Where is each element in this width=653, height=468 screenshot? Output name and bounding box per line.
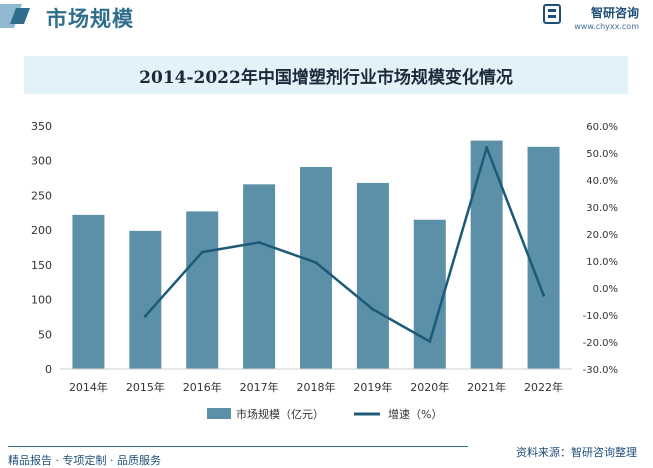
growth-point	[143, 314, 147, 318]
brand-name: 智研咨询	[590, 6, 639, 20]
footer-slogan: 精品报告 · 专项定制 · 品质服务	[8, 454, 161, 467]
x-tick-label: 2015年	[126, 380, 165, 394]
y-left-tick-label: 200	[31, 224, 52, 237]
growth-point	[542, 293, 546, 297]
bar	[72, 214, 105, 369]
x-tick-label: 2022年	[524, 380, 563, 394]
y-left-tick-label: 0	[45, 363, 52, 376]
growth-point	[428, 339, 432, 343]
header-accent-icon	[0, 4, 30, 28]
page-header: 市场规模 智研咨询 www.chyxx.com	[0, 0, 653, 34]
y-left-tick-label: 100	[31, 294, 52, 307]
x-tick-label: 2021年	[467, 380, 506, 394]
growth-point	[200, 250, 204, 254]
y-left-tick-label: 300	[31, 155, 52, 168]
y-right-tick-label: -10.0%	[583, 311, 618, 322]
y-right-tick-label: -20.0%	[583, 338, 618, 349]
y-right-tick-label: 50.0%	[586, 149, 618, 160]
x-tick-label: 2017年	[240, 380, 279, 394]
growth-point	[314, 261, 318, 265]
y-left-tick-label: 50	[38, 328, 52, 341]
x-tick-label: 2019年	[353, 380, 392, 394]
y-right-tick-label: 0.0%	[593, 284, 618, 295]
brand-url: www.chyxx.com	[574, 22, 639, 31]
bar	[186, 211, 219, 369]
y-right-tick-label: 40.0%	[586, 176, 618, 187]
growth-point	[257, 240, 261, 244]
x-tick-label: 2020年	[410, 380, 449, 394]
y-right-tick-label: 30.0%	[586, 203, 618, 214]
growth-point	[371, 307, 375, 311]
x-tick-label: 2014年	[69, 380, 108, 394]
growth-line	[144, 146, 545, 343]
page-title: 市场规模	[46, 7, 134, 31]
x-tick-label: 2018年	[297, 380, 336, 394]
chart-title-box: 2014-2022年中国增塑剂行业市场规模变化情况	[24, 56, 628, 94]
bar	[413, 219, 446, 369]
y-right-tick-label: 10.0%	[586, 257, 618, 268]
y-right-tick-label: 60.0%	[586, 122, 618, 133]
page-footer: 精品报告 · 专项定制 · 品质服务 资料来源：智研咨询整理	[0, 444, 653, 468]
bar	[243, 184, 276, 369]
growth-point	[485, 146, 489, 150]
y-right-tick-label: 20.0%	[586, 230, 618, 241]
bar	[356, 182, 389, 369]
bar	[129, 230, 162, 369]
footer-divider	[8, 446, 468, 447]
brand-logo-icon	[543, 4, 561, 24]
bar	[300, 166, 332, 369]
x-tick-label: 2016年	[183, 380, 222, 394]
y-right-tick-label: -30.0%	[583, 365, 618, 376]
bar	[527, 146, 560, 369]
chart-title: 2014-2022年中国增塑剂行业市场规模变化情况	[139, 67, 513, 88]
brand: 智研咨询 www.chyxx.com	[574, 4, 639, 31]
legend-bar-swatch	[207, 408, 231, 419]
y-left-tick-label: 150	[31, 259, 52, 272]
legend-bar-label: 市场规模（亿元）	[236, 407, 324, 421]
legend-line-label: 增速（%）	[388, 407, 442, 421]
combo-chart: 0 50 100 150 200 250 300 350 -30.0% -20.0% -10.0% 0…	[31, 120, 618, 421]
y-left-tick-label: 250	[31, 189, 52, 202]
y-left-tick-label: 350	[31, 120, 52, 133]
footer-source: 资料来源：智研咨询整理	[516, 446, 637, 459]
